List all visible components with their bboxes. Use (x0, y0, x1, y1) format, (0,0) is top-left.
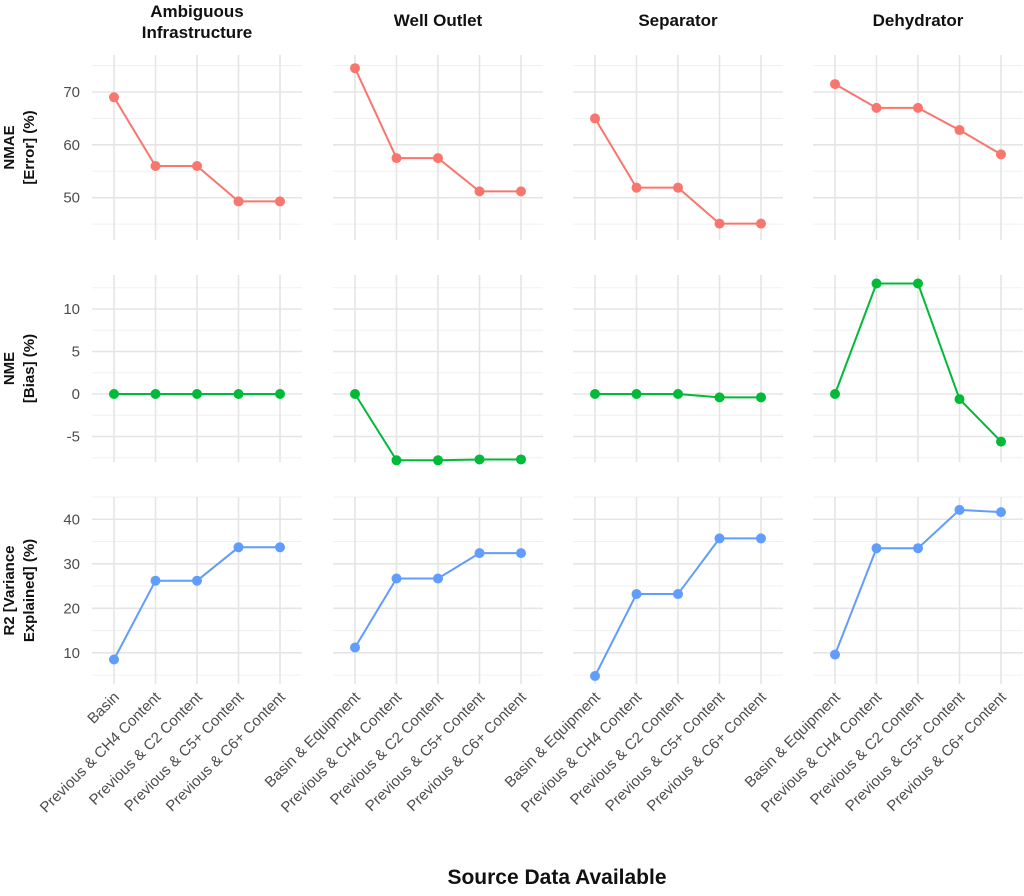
panel-title: Infrastructure (142, 23, 253, 42)
data-point (275, 196, 285, 207)
y-tick-label: 70 (63, 84, 80, 101)
data-point (673, 389, 683, 399)
panel-title: Dehydrator (873, 11, 964, 30)
data-point (673, 182, 683, 193)
y-tick-label: 50 (63, 190, 80, 207)
data-point (871, 278, 882, 289)
x-axis-label: Source Data Available (447, 866, 666, 889)
data-point (150, 389, 161, 399)
x-tick-label: Basin (84, 689, 123, 728)
data-point (109, 92, 119, 103)
data-point (830, 389, 840, 399)
panel-title: Separator (638, 11, 718, 30)
y-tick-label: 10 (63, 645, 80, 662)
data-point (192, 161, 202, 171)
data-point (474, 454, 485, 465)
data-point (109, 654, 119, 665)
y-tick-label: 0 (72, 386, 80, 403)
data-point (756, 533, 766, 544)
data-point (516, 454, 526, 465)
data-point (996, 436, 1006, 447)
row-title: [Error] (%) (21, 110, 38, 184)
data-point (350, 63, 360, 74)
data-point (913, 102, 923, 113)
data-point (233, 542, 244, 553)
data-point (192, 389, 202, 399)
data-point (433, 153, 443, 164)
data-point (913, 278, 923, 289)
y-tick-label: 5 (72, 344, 80, 361)
data-point (474, 186, 485, 197)
data-point (954, 394, 965, 405)
panel-title: Well Outlet (394, 11, 483, 30)
data-point (756, 218, 766, 229)
row-title: R2 [Variance (1, 545, 18, 635)
data-point (673, 589, 683, 600)
data-point (590, 113, 600, 124)
data-point (433, 573, 443, 584)
data-point (275, 542, 285, 553)
data-point (391, 573, 402, 584)
data-point (996, 507, 1006, 518)
data-point (996, 149, 1006, 160)
data-point (830, 79, 840, 90)
row-title: NMAE (1, 125, 18, 169)
data-point (954, 125, 965, 136)
data-point (516, 548, 526, 559)
data-point (516, 186, 526, 197)
data-point (233, 196, 244, 207)
data-point (474, 548, 485, 559)
data-point (590, 389, 600, 399)
data-point (954, 504, 965, 515)
y-tick-label: 60 (63, 137, 80, 154)
data-point (913, 543, 923, 554)
data-point (871, 543, 882, 554)
row-title: Explained] (%) (21, 539, 38, 642)
y-tick-label: -5 (67, 429, 80, 446)
data-point (714, 218, 725, 229)
data-point (631, 589, 642, 600)
y-tick-label: 30 (63, 556, 80, 573)
data-point (150, 575, 161, 586)
data-point (433, 455, 443, 466)
data-point (871, 102, 882, 113)
data-point (150, 161, 161, 171)
data-point (109, 389, 119, 399)
data-point (275, 389, 285, 399)
data-point (756, 392, 766, 403)
data-point (714, 392, 725, 403)
data-point (391, 455, 402, 466)
data-point (631, 389, 642, 399)
y-tick-label: 40 (63, 511, 80, 528)
row-title: NME (1, 352, 18, 385)
row-title: [Bias] (%) (21, 334, 38, 403)
data-point (830, 649, 840, 660)
data-point (350, 642, 360, 653)
data-point (714, 533, 725, 544)
data-point (350, 389, 360, 399)
y-tick-label: 10 (63, 301, 80, 318)
data-point (391, 153, 402, 164)
panel-title: Ambiguous (150, 2, 244, 21)
data-point (192, 575, 202, 586)
y-tick-label: 20 (63, 600, 80, 617)
data-point (233, 389, 244, 399)
data-point (631, 182, 642, 193)
data-point (590, 670, 600, 681)
